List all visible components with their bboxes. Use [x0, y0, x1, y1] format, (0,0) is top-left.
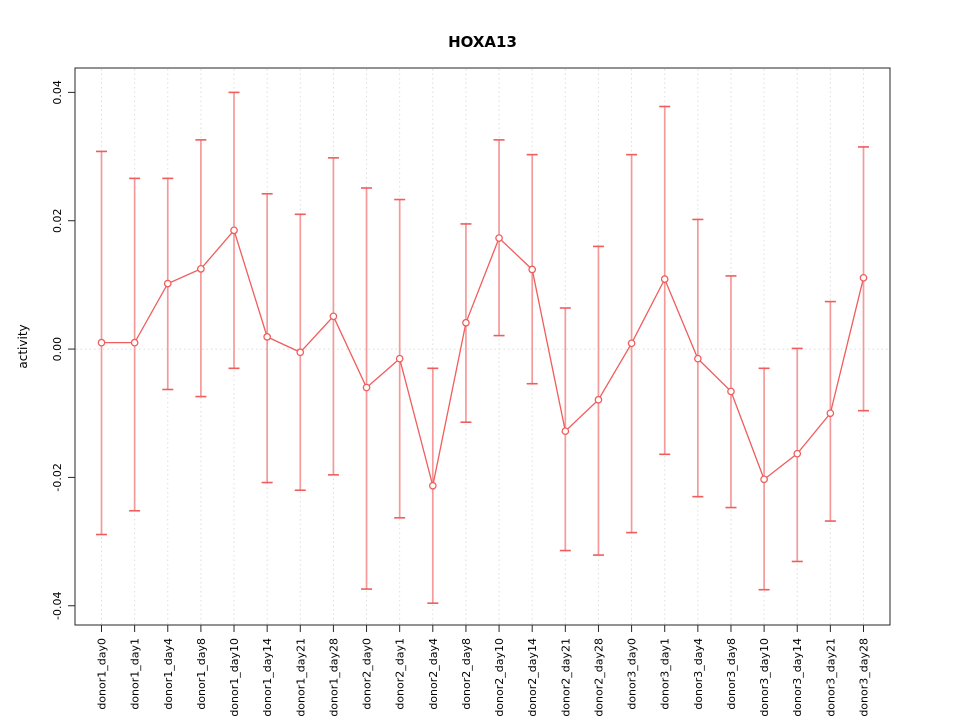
x-tick-label: donor1_day14 — [261, 638, 274, 717]
data-point — [660, 275, 669, 283]
data-point — [727, 387, 735, 396]
x-tick-label: donor2_day1 — [394, 638, 407, 710]
x-tick-label: donor2_day10 — [493, 638, 506, 717]
data-point — [130, 338, 139, 347]
x-tick-label: donor3_day1 — [659, 638, 672, 710]
x-tick-label: donor1_day28 — [327, 638, 340, 717]
y-tick-label: -0.04 — [51, 592, 64, 620]
data-point — [859, 273, 868, 282]
x-tick-label: donor3_day10 — [758, 638, 771, 717]
x-tick-label: donor3_day21 — [824, 638, 837, 717]
y-tick-label: 0.02 — [51, 208, 64, 233]
x-tick-label: donor1_day10 — [228, 638, 241, 717]
data-point — [826, 409, 835, 418]
data-point — [528, 265, 537, 274]
y-tick-label: 0.00 — [51, 337, 64, 362]
x-tick-label: donor2_day14 — [526, 638, 539, 717]
x-tick-label: donor3_day14 — [791, 638, 804, 717]
x-tick-label: donor2_day28 — [592, 638, 605, 717]
chart-title: HOXA13 — [448, 33, 517, 51]
x-tick-label: donor1_day1 — [129, 638, 142, 710]
data-point — [263, 333, 272, 341]
x-tick-label: donor2_day8 — [460, 638, 473, 710]
x-tick-label: donor2_day0 — [361, 638, 374, 710]
data-point — [395, 354, 404, 363]
data-point — [428, 481, 437, 490]
data-point — [97, 338, 106, 347]
x-tick-label: donor2_day4 — [427, 638, 440, 710]
x-tick-label: donor1_day4 — [162, 638, 175, 710]
x-tick-label: donor2_day21 — [559, 638, 572, 717]
data-point — [627, 339, 636, 348]
y-tick-label: -0.02 — [51, 463, 64, 491]
data-point — [230, 226, 238, 235]
x-tick-label: donor1_day21 — [294, 638, 307, 717]
x-tick-label: donor3_day28 — [858, 638, 871, 717]
plot-box — [74, 67, 891, 626]
data-point — [296, 348, 305, 357]
data-point — [495, 234, 503, 242]
data-point — [329, 312, 338, 321]
series-line — [101, 229, 865, 486]
y-tick-label: 0.04 — [51, 80, 64, 105]
x-tick-label: donor3_day8 — [725, 638, 738, 710]
x-tick-label: donor1_day8 — [195, 638, 208, 710]
y-axis-label: activity — [16, 324, 30, 368]
x-tick-label: donor1_day0 — [96, 638, 109, 710]
data-point — [462, 318, 470, 327]
data-point — [760, 475, 768, 484]
data-point — [693, 354, 702, 363]
x-tick-label: donor3_day0 — [626, 638, 639, 710]
data-point — [362, 383, 371, 392]
data-point — [163, 279, 172, 288]
data-point — [793, 449, 802, 458]
data-point — [594, 395, 603, 404]
data-point — [561, 427, 570, 436]
x-tick-label: donor3_day4 — [692, 638, 705, 710]
data-point — [197, 265, 205, 273]
